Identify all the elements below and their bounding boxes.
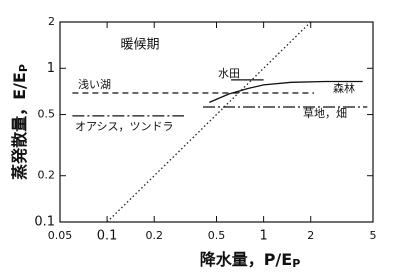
series-label: 水田	[218, 67, 240, 80]
chart-title: 暖候期	[120, 38, 159, 53]
y-axis-label-main: 蒸発散量，E/E	[10, 72, 29, 180]
x-axis-label-sub: P	[292, 257, 300, 270]
series-label: オアシス，ツンドラ	[75, 120, 174, 133]
series-line	[209, 80, 363, 103]
x-tick-label: 2	[307, 229, 314, 242]
series-label: 草地，畑	[303, 107, 347, 120]
x-axis-label: 降水量，P/EP	[200, 250, 301, 271]
y-tick-label: 1	[47, 61, 55, 76]
y-axis-label-sub: P	[17, 64, 30, 72]
x-tick-label: 1	[259, 229, 267, 244]
x-tick-label: 0.5	[208, 229, 226, 242]
x-tick-label: 0.05	[48, 229, 73, 242]
x-tick-label: 0.1	[97, 229, 118, 244]
series-label: 森林	[333, 81, 355, 95]
y-axis-label: 蒸発散量，E/EP	[10, 64, 31, 180]
x-tick-label: 5	[370, 229, 377, 242]
series-label: 浅い湖	[78, 78, 111, 91]
y-tick-label: 0.2	[38, 169, 56, 182]
y-tick-label: 0.1	[34, 215, 55, 230]
x-tick-label: 0.2	[145, 229, 163, 242]
y-tick-label: 0.5	[38, 108, 56, 121]
x-axis-label-main: 降水量，P/E	[200, 250, 293, 269]
y-tick-label: 2	[48, 15, 55, 28]
